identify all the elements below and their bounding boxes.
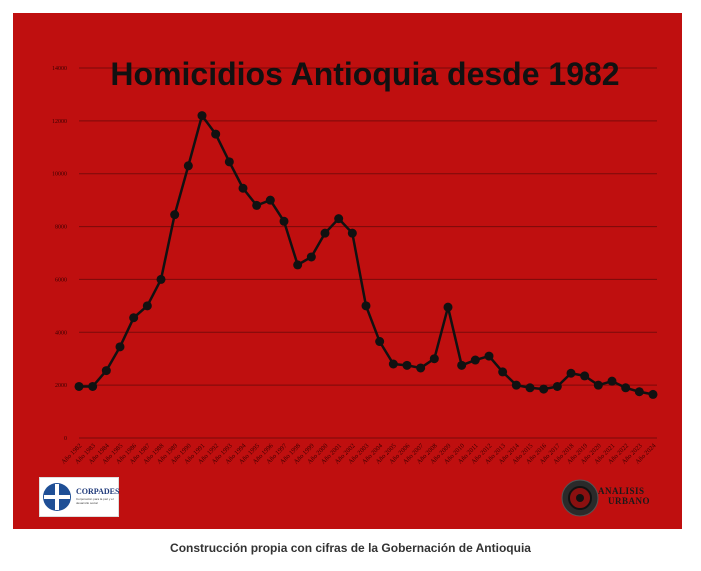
y-tick-label: 4000 <box>55 330 67 336</box>
data-point <box>74 381 84 391</box>
corpades-logo-text: CORPADES <box>76 487 120 496</box>
data-point <box>320 228 330 238</box>
y-tick-label: 10000 <box>52 172 67 178</box>
chart-panel: 0 2000 4000 6000 8000 10000 12000 14000 Año 198… <box>13 13 682 529</box>
data-point <box>279 216 289 226</box>
data-point <box>101 366 111 376</box>
line-chart: 0 2000 4000 6000 8000 10000 12000 14000 Año 198… <box>52 56 658 466</box>
y-tick-label: 8000 <box>55 225 67 231</box>
data-point <box>142 301 152 311</box>
series-line <box>79 114 654 396</box>
data-point <box>224 157 234 167</box>
data-point <box>429 354 439 364</box>
data-point <box>648 389 658 399</box>
gridlines <box>79 67 657 439</box>
data-point <box>511 380 521 390</box>
data-point <box>634 387 644 397</box>
data-point <box>484 351 494 361</box>
analisis-urbano-text-1: ANALISIS <box>598 486 645 496</box>
data-point <box>457 360 467 370</box>
data-point <box>265 195 275 205</box>
data-point <box>525 383 535 393</box>
y-tick-label: 14000 <box>52 66 67 72</box>
image-caption: Construcción propia con cifras de la Gob… <box>170 541 531 555</box>
data-point <box>293 260 303 270</box>
data-point <box>402 360 412 370</box>
data-point <box>580 371 590 381</box>
data-point <box>88 381 98 391</box>
data-point <box>388 359 398 369</box>
y-tick-label: 2000 <box>55 383 67 389</box>
data-point <box>416 363 426 373</box>
data-point <box>498 367 508 377</box>
data-point <box>129 313 139 323</box>
chart-title: Homicidios Antioquia desde 1982 <box>110 56 619 92</box>
data-point <box>306 252 316 262</box>
analisis-urbano-text-2: URBANO <box>608 496 651 506</box>
data-point <box>238 183 248 193</box>
analisis-urbano-logo: ANALISIS URBANO <box>560 478 670 518</box>
data-point <box>170 210 180 220</box>
y-axis-ticks: 0 2000 4000 6000 8000 10000 12000 14000 <box>52 66 67 442</box>
corpades-logo-subtext: Corporación para la paz y el desarrollo … <box>76 497 114 505</box>
data-point <box>115 342 125 352</box>
data-point <box>183 161 193 171</box>
y-tick-label: 12000 <box>52 119 67 125</box>
data-point <box>607 376 617 386</box>
y-tick-label: 6000 <box>55 277 67 283</box>
corpades-logo: CORPADES Corporación para la paz y el de… <box>39 477 119 517</box>
corpades-emblem-icon <box>43 483 71 511</box>
data-point <box>375 337 385 347</box>
data-point <box>566 368 576 378</box>
data-point <box>443 302 453 312</box>
y-tick-label: 0 <box>64 436 67 442</box>
data-point <box>552 381 562 391</box>
data-point <box>539 384 549 394</box>
analisis-urbano-emblem-icon <box>561 479 599 517</box>
series-homicidios <box>74 111 658 399</box>
data-point <box>252 200 262 210</box>
data-point <box>361 301 371 311</box>
data-point <box>593 380 603 390</box>
data-point <box>334 214 344 224</box>
data-point <box>470 355 480 365</box>
data-point <box>211 129 221 139</box>
data-point <box>197 111 207 121</box>
data-point <box>156 274 166 284</box>
data-point <box>347 228 357 238</box>
data-point <box>621 383 631 393</box>
